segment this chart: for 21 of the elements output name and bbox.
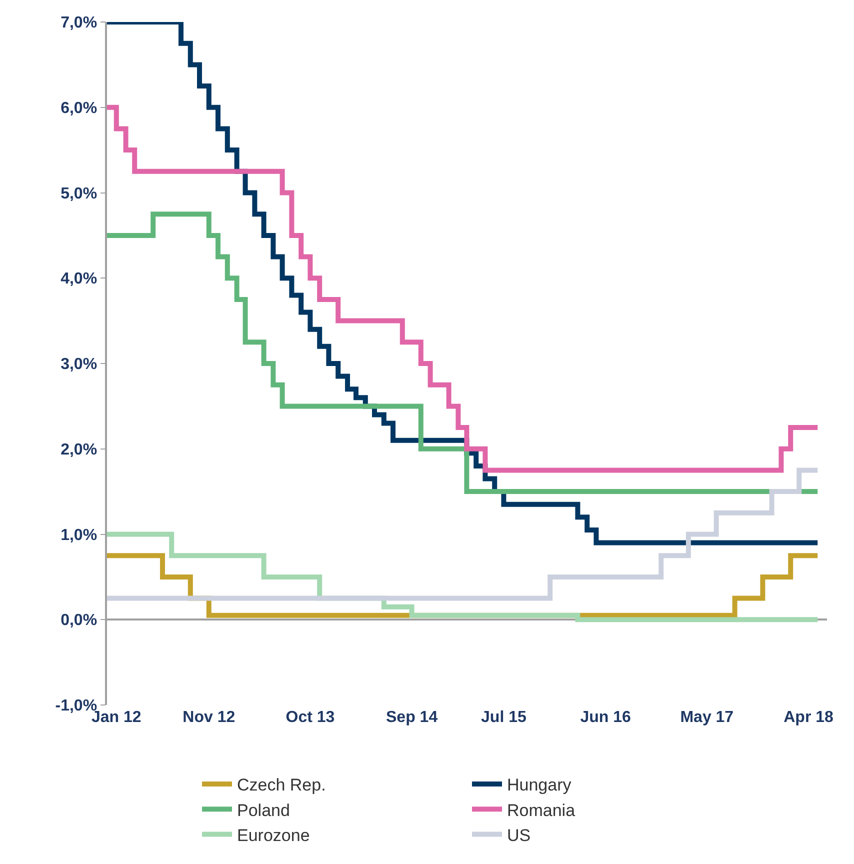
y-tick-label: 4,0% <box>60 270 98 288</box>
y-tick-label: 7,0% <box>60 14 98 32</box>
x-tick-label: Apr 18 <box>784 709 834 726</box>
y-tick-label: 3,0% <box>60 356 98 374</box>
legend-label: Romania <box>507 800 576 820</box>
y-tick-label: 1,0% <box>60 526 98 544</box>
legend-label: US <box>507 826 531 845</box>
x-tick-label: Nov 12 <box>182 709 236 726</box>
x-tick-label: Jul 15 <box>481 709 526 726</box>
legend-label: Eurozone <box>237 826 310 845</box>
y-tick-label: 2,0% <box>60 441 98 458</box>
y-tick-label: 5,0% <box>60 185 98 202</box>
x-tick-label: Oct 13 <box>286 709 335 726</box>
legend-label: Hungary <box>507 776 572 795</box>
legend-label: Czech Rep. <box>237 776 326 795</box>
x-tick-label: Sep 14 <box>386 709 438 726</box>
x-tick-label: May 17 <box>680 709 734 726</box>
y-tick-label: 0,0% <box>60 612 98 630</box>
x-tick-label: Jun 16 <box>580 709 632 726</box>
y-tick-label: 6,0% <box>60 100 98 117</box>
legend-label: Poland <box>237 800 290 820</box>
